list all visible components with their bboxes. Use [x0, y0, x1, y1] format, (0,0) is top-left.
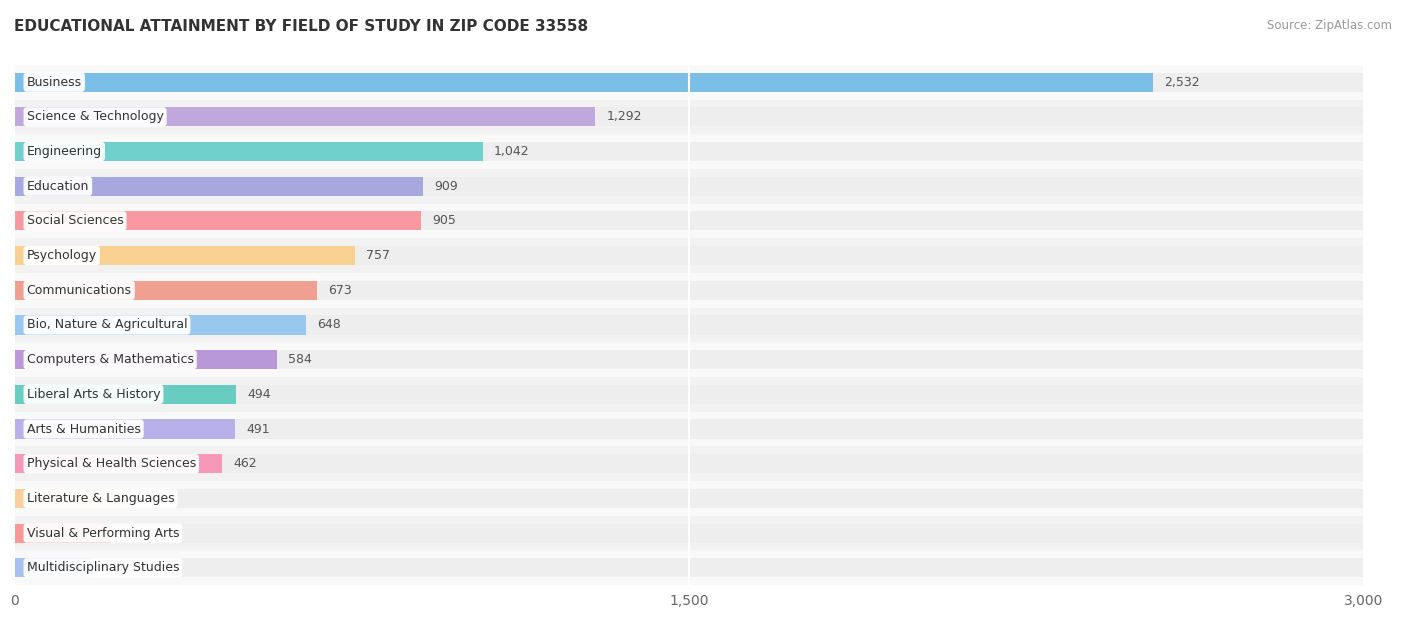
Text: Education: Education	[27, 180, 89, 192]
Text: 462: 462	[233, 457, 257, 470]
Bar	[14, 385, 1364, 404]
Text: Visual & Performing Arts: Visual & Performing Arts	[27, 527, 179, 540]
Bar	[14, 516, 1364, 550]
Bar	[14, 239, 1364, 273]
Text: Literature & Languages: Literature & Languages	[27, 492, 174, 505]
Text: Social Sciences: Social Sciences	[27, 215, 124, 227]
Bar	[14, 524, 1364, 543]
Bar	[14, 420, 235, 439]
Bar	[14, 246, 1364, 265]
Bar	[14, 550, 1364, 585]
Bar	[14, 134, 1364, 169]
Bar	[14, 211, 422, 230]
Bar	[14, 316, 305, 334]
Text: 491: 491	[246, 423, 270, 435]
Text: 905: 905	[433, 215, 457, 227]
Text: 216: 216	[122, 527, 146, 540]
Bar	[14, 211, 1364, 230]
Text: 1,292: 1,292	[606, 110, 643, 123]
Bar	[14, 142, 482, 161]
Bar	[14, 377, 1364, 411]
Bar	[14, 107, 1364, 126]
Text: Engineering: Engineering	[27, 145, 101, 158]
Text: 648: 648	[316, 319, 340, 331]
Text: 673: 673	[328, 284, 352, 297]
Bar	[14, 454, 222, 473]
Bar	[14, 73, 1364, 91]
Text: 1,042: 1,042	[494, 145, 530, 158]
Bar	[14, 308, 1364, 342]
Bar	[14, 169, 1364, 204]
Bar	[14, 107, 595, 126]
Text: Multidisciplinary Studies: Multidisciplinary Studies	[27, 561, 179, 574]
Text: 584: 584	[288, 353, 312, 366]
Bar	[14, 411, 1364, 446]
Text: Physical & Health Sciences: Physical & Health Sciences	[27, 457, 195, 470]
Bar	[14, 350, 1364, 369]
Text: 2,532: 2,532	[1164, 76, 1201, 89]
Text: Liberal Arts & History: Liberal Arts & History	[27, 388, 160, 401]
Bar	[14, 524, 111, 543]
Text: 494: 494	[247, 388, 271, 401]
Bar	[14, 489, 1364, 508]
Text: Business: Business	[27, 76, 82, 89]
Bar	[14, 446, 1364, 481]
Text: Bio, Nature & Agricultural: Bio, Nature & Agricultural	[27, 319, 187, 331]
Bar	[14, 385, 236, 404]
Bar	[14, 273, 1364, 308]
Bar	[14, 100, 1364, 134]
Text: Source: ZipAtlas.com: Source: ZipAtlas.com	[1267, 19, 1392, 32]
Text: Psychology: Psychology	[27, 249, 97, 262]
Bar	[14, 177, 423, 196]
Bar	[14, 316, 1364, 334]
Bar	[14, 350, 277, 369]
Bar	[14, 142, 1364, 161]
Text: Science & Technology: Science & Technology	[27, 110, 163, 123]
Bar	[14, 420, 1364, 439]
Bar	[14, 558, 1364, 577]
Text: Computers & Mathematics: Computers & Mathematics	[27, 353, 194, 366]
Bar	[14, 558, 93, 577]
Text: 174: 174	[104, 561, 128, 574]
Text: 909: 909	[434, 180, 458, 192]
Bar	[14, 246, 354, 265]
Text: Arts & Humanities: Arts & Humanities	[27, 423, 141, 435]
Bar	[14, 281, 316, 300]
Bar	[14, 489, 131, 508]
Text: EDUCATIONAL ATTAINMENT BY FIELD OF STUDY IN ZIP CODE 33558: EDUCATIONAL ATTAINMENT BY FIELD OF STUDY…	[14, 19, 588, 34]
Text: 757: 757	[366, 249, 389, 262]
Bar	[14, 342, 1364, 377]
Bar	[14, 204, 1364, 239]
Bar	[14, 454, 1364, 473]
Bar	[14, 177, 1364, 196]
Bar	[14, 65, 1364, 100]
Bar	[14, 73, 1153, 91]
Text: Communications: Communications	[27, 284, 132, 297]
Bar	[14, 281, 1364, 300]
Bar	[14, 481, 1364, 516]
Text: 260: 260	[142, 492, 166, 505]
